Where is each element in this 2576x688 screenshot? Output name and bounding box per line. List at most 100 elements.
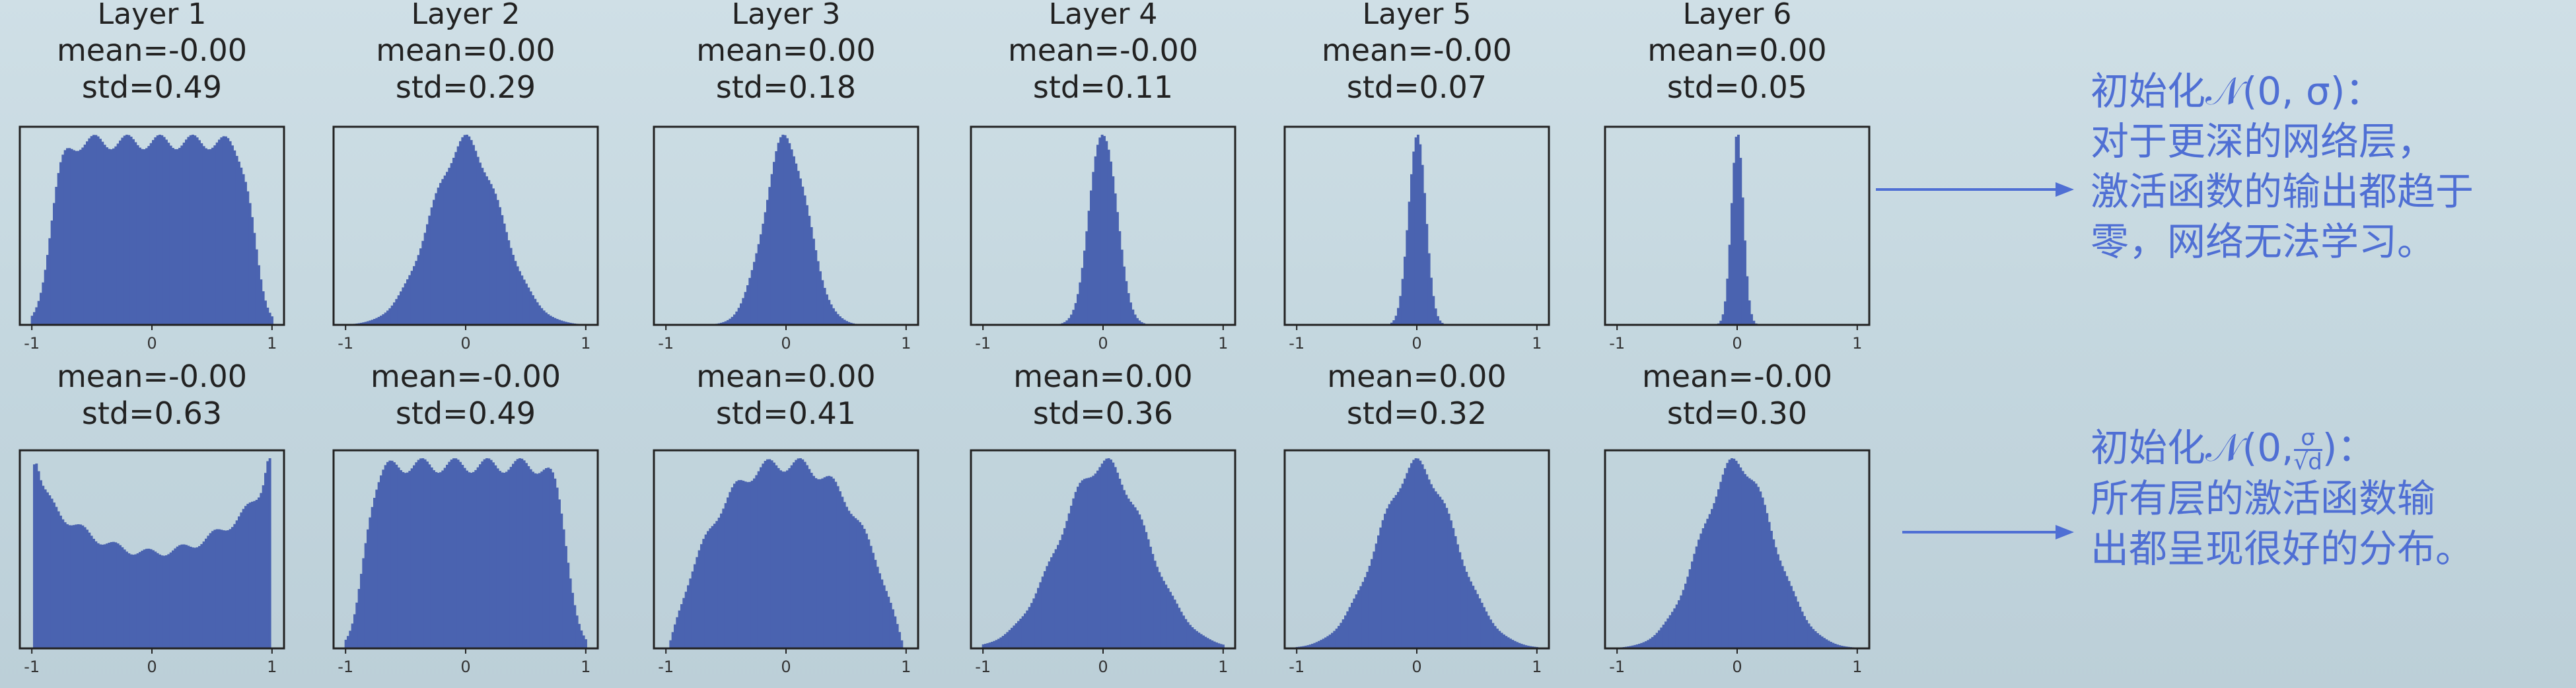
histogram-bar xyxy=(1711,508,1713,648)
histogram-bar xyxy=(847,322,851,325)
histogram-bar xyxy=(540,308,544,325)
histogram-bar xyxy=(812,238,815,325)
histogram-bar xyxy=(1129,302,1132,325)
histogram-bar xyxy=(127,135,131,325)
panel-mean: mean=-0.00 xyxy=(371,359,561,394)
histogram-bar xyxy=(571,592,574,648)
histogram-bar xyxy=(1447,513,1450,648)
histogram-bar xyxy=(1072,310,1075,325)
histogram-bar xyxy=(108,149,111,325)
histogram-bar xyxy=(200,143,203,326)
histogram-bar xyxy=(1399,488,1402,648)
histogram-bar xyxy=(1120,485,1124,648)
histogram-bar xyxy=(388,308,392,325)
histogram-bar xyxy=(238,516,240,648)
histogram-bar xyxy=(448,168,451,325)
histogram-bar xyxy=(70,525,73,648)
histogram-bar xyxy=(211,531,214,648)
histogram-bar xyxy=(242,174,245,325)
histogram-bar xyxy=(83,145,87,325)
histogram-bar xyxy=(1081,480,1084,648)
histogram-bar xyxy=(775,151,778,325)
histogram-bar xyxy=(180,544,184,648)
histogram-bar xyxy=(161,135,164,325)
histogram-bar xyxy=(1384,514,1386,648)
histogram-bar xyxy=(63,522,67,648)
histogram-bar xyxy=(869,545,873,648)
histogram-bar xyxy=(423,232,427,325)
histogram-bar xyxy=(764,460,767,648)
histogram-bar xyxy=(258,265,260,325)
x-tick-label: -1 xyxy=(658,334,674,353)
histogram-bar xyxy=(1463,566,1466,648)
histogram-bar xyxy=(1838,645,1842,648)
histogram-bar xyxy=(112,541,115,648)
histogram-bar xyxy=(448,462,451,648)
histogram-bar xyxy=(781,471,785,648)
histogram-bar xyxy=(162,555,166,648)
histogram-bar xyxy=(529,469,532,648)
histogram-bar xyxy=(114,542,118,648)
histogram-bar xyxy=(1790,586,1793,648)
histogram-bar xyxy=(1340,623,1343,648)
histogram-bar xyxy=(1752,320,1756,325)
histogram-bar xyxy=(856,520,859,648)
histogram-bar xyxy=(92,539,95,648)
histogram-bar xyxy=(196,137,199,325)
histogram-bar xyxy=(1087,477,1091,648)
x-tick-label: 1 xyxy=(901,658,911,676)
histogram-bar xyxy=(1437,316,1439,325)
histogram-bar xyxy=(545,468,548,648)
histogram-bar xyxy=(755,475,758,648)
histogram-bar xyxy=(1522,644,1525,648)
histogram-bar xyxy=(744,292,747,325)
histogram-bar xyxy=(231,145,234,325)
note-top-head: 初始化𝒩(0, σ)： xyxy=(2091,69,2384,114)
histogram-bar xyxy=(1199,634,1203,648)
histogram-bar xyxy=(770,460,773,648)
histogram-bar xyxy=(1118,231,1122,325)
histogram-bar xyxy=(565,546,567,648)
histogram-bar xyxy=(435,193,438,325)
histogram-bar xyxy=(766,199,769,325)
x-tick-label: -1 xyxy=(24,658,40,676)
histogram-bar xyxy=(1044,571,1046,648)
histogram-bar xyxy=(1320,640,1323,648)
histogram-bar xyxy=(1408,467,1411,648)
histogram-bar xyxy=(430,467,433,648)
panel-mean: mean=0.00 xyxy=(696,359,875,394)
histogram-bar xyxy=(532,295,534,325)
histogram-bar xyxy=(760,234,762,325)
histogram-bar xyxy=(1840,645,1843,648)
histogram-bar xyxy=(1131,504,1135,648)
histogram-bar xyxy=(404,283,407,325)
histogram-bar xyxy=(1741,471,1744,648)
histogram-bar xyxy=(476,467,480,648)
histogram-bar xyxy=(775,465,778,648)
histogram-bar xyxy=(900,640,904,648)
histogram-bar xyxy=(94,541,98,648)
histogram-bar xyxy=(1836,644,1839,648)
histogram-bar xyxy=(880,579,884,648)
histogram-bar xyxy=(1726,463,1729,648)
x-tick-label: 0 xyxy=(1098,658,1108,676)
histogram-bar xyxy=(61,155,65,325)
fraction-numerator: σ xyxy=(2301,425,2315,452)
histogram-bar xyxy=(1761,497,1764,648)
histogram-bar xyxy=(1094,156,1097,325)
histogram-bar xyxy=(845,321,848,325)
histogram-bar xyxy=(174,149,177,326)
histogram-bar xyxy=(408,275,411,325)
histogram-bar xyxy=(1092,475,1095,648)
histogram-bar xyxy=(141,551,144,648)
histogram-bar xyxy=(73,525,75,648)
histogram-bar xyxy=(59,515,62,648)
histogram-bar xyxy=(826,294,828,325)
histogram-bar xyxy=(1213,641,1216,648)
histogram-bar xyxy=(1799,606,1802,648)
histogram-bar xyxy=(1074,303,1077,325)
histogram-bar xyxy=(854,518,857,648)
histogram-bar xyxy=(433,199,435,325)
